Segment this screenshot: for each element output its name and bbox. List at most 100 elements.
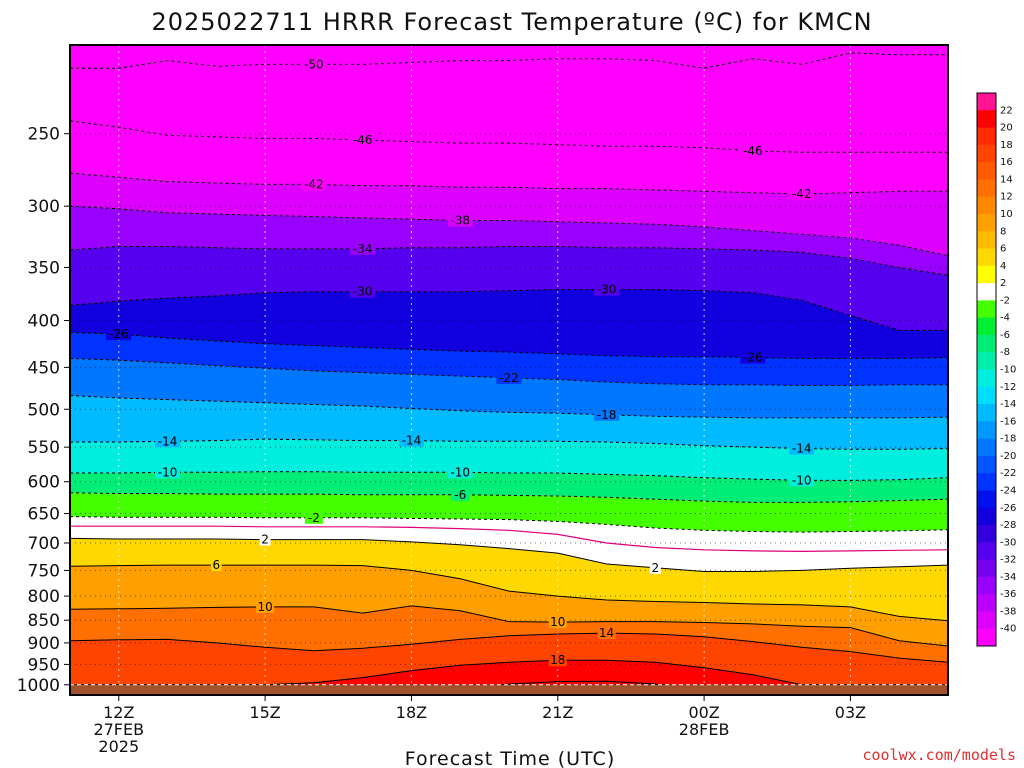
isotherm-label: -2 — [308, 511, 320, 525]
isotherm-label: -14 — [402, 434, 422, 448]
colorbar-label: -34 — [1000, 572, 1016, 583]
x-tick-label: 2025 — [98, 737, 139, 756]
isotherm-label-bg — [301, 57, 327, 71]
y-tick-label: 300 — [28, 197, 60, 217]
x-axis-label: Forecast Time (UTC) — [405, 748, 615, 768]
colorbar-swatch — [977, 110, 996, 129]
isotherm-label: -38 — [450, 213, 470, 227]
colorbar-swatch — [977, 404, 996, 422]
isotherm-label: 2 — [261, 533, 269, 547]
isotherm-label: -10 — [450, 465, 470, 479]
x-tick-label: 21Z — [542, 703, 573, 722]
colorbar-swatch — [977, 213, 996, 232]
colorbar-swatch — [977, 265, 996, 284]
colorbar-label: 4 — [1000, 261, 1006, 272]
isotherm-label-bg — [398, 433, 424, 447]
isotherm-label-bg — [548, 653, 567, 667]
y-tick-label: 900 — [28, 634, 60, 654]
isotherm-label-bg — [155, 465, 181, 479]
colorbar-swatch — [977, 576, 996, 595]
colorbar-swatch — [977, 455, 996, 474]
y-tick-label: 650 — [28, 505, 60, 525]
isotherm-label-bg — [740, 143, 766, 157]
isotherm-label: 10 — [550, 615, 565, 629]
isotherm-label: 10 — [257, 600, 272, 614]
y-tick-label: 750 — [28, 561, 60, 581]
credit-text: coolwx.com/models — [862, 746, 1016, 764]
colorbar-label: -26 — [1000, 503, 1016, 514]
isotherm-label: 6 — [213, 558, 221, 572]
isotherm-label: -10 — [158, 465, 178, 479]
colorbar-label: -4 — [1000, 313, 1010, 324]
colorbar-swatch — [977, 162, 996, 180]
isotherm-label-bg — [597, 626, 616, 640]
y-tick-label: 400 — [28, 312, 60, 332]
isotherm-label: -42 — [792, 187, 812, 201]
colorbar-label: 2 — [1000, 278, 1006, 289]
colorbar-swatch — [977, 594, 996, 612]
y-tick-label: 800 — [28, 587, 60, 607]
isotherm-label-bg — [350, 133, 376, 147]
y-tick-label: 850 — [28, 611, 60, 631]
coldest-band — [70, 45, 948, 124]
isotherm-line — [70, 605, 948, 647]
isotherm-label-bg — [210, 558, 222, 572]
isotherm-label: 14 — [599, 626, 614, 640]
isotherm-label: -10 — [792, 473, 812, 487]
y-tick-label: 700 — [28, 534, 60, 554]
y-tick-label: 600 — [28, 473, 60, 493]
isotherm-line — [70, 331, 948, 359]
isotherm-label: -50 — [304, 57, 324, 71]
colorbar-label: -30 — [1000, 537, 1016, 548]
colorbar-label: -14 — [1000, 399, 1016, 410]
isotherm-label-bg — [451, 487, 470, 501]
isotherm-label-bg — [789, 441, 815, 455]
colorbar-label: 16 — [1000, 157, 1013, 168]
isotherm-label: -30 — [597, 283, 617, 297]
colorbar-swatch — [977, 196, 996, 215]
colorbar-swatch — [977, 352, 996, 370]
colorbar-label: 6 — [1000, 244, 1006, 255]
isotherm-label-bg — [304, 510, 323, 524]
colorbar-swatch — [977, 525, 996, 543]
isotherm-label: -26 — [109, 327, 129, 341]
colorbar-label: -22 — [1000, 468, 1016, 479]
colorbar-label: -32 — [1000, 555, 1016, 566]
x-tick-label: 27FEB — [93, 720, 144, 739]
colorbar-swatch — [977, 559, 996, 578]
isotherm-label: -22 — [499, 371, 519, 385]
isotherm-line — [70, 471, 948, 481]
isotherm-label-bg — [548, 615, 567, 629]
colorbar-swatch — [977, 179, 996, 198]
colorbar: 22 20 18 16 14 12 10 8 6 4 2 -2 -4 -6 -8 -10 -12 -14 -16 -1… — [976, 92, 1016, 647]
colorbar-swatch — [977, 93, 996, 111]
colorbar-swatch — [977, 507, 996, 526]
colorbar-label: -18 — [1000, 434, 1016, 445]
y-tick-label: 500 — [28, 400, 60, 420]
isotherm-label: -26 — [743, 351, 763, 365]
colorbar-swatch — [977, 473, 996, 491]
y-tick-label: 350 — [28, 258, 60, 278]
colorbar-swatch — [977, 386, 996, 405]
colorbar-label: -2 — [1000, 295, 1010, 306]
colorbar-label: -16 — [1000, 416, 1016, 427]
isotherm-line — [70, 680, 948, 695]
colorbar-swatch — [977, 127, 996, 146]
isotherm-label-bg — [594, 282, 620, 296]
colorbar-label: -40 — [1000, 624, 1016, 635]
colorbar-swatch — [977, 248, 996, 267]
colorbar-label: -6 — [1000, 330, 1010, 341]
colorbar-swatch — [977, 144, 996, 163]
isotherm-label-bg — [155, 434, 181, 448]
y-tick-label: 950 — [28, 655, 60, 675]
colorbar-swatch — [977, 231, 996, 250]
isotherm-label: -46 — [353, 133, 373, 147]
colorbar-swatch — [977, 369, 996, 388]
isotherm-label-bg — [496, 370, 522, 384]
isotherm-label-bg — [350, 241, 376, 255]
isotherm-label: 2 — [652, 561, 660, 575]
colorbar-swatch — [977, 628, 996, 647]
colorbar-label: 10 — [1000, 209, 1013, 220]
isotherm-line — [70, 537, 948, 572]
